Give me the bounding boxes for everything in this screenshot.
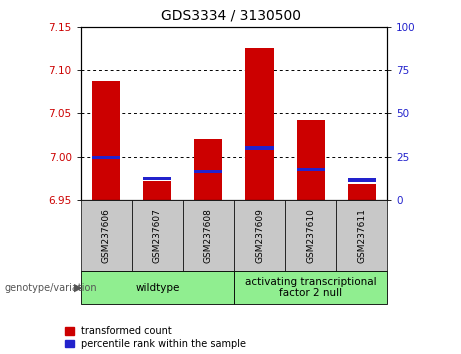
Bar	[348, 184, 376, 200]
Text: genotype/variation: genotype/variation	[5, 282, 97, 293]
Bar	[132, 200, 183, 271]
Bar	[92, 81, 120, 200]
Bar	[336, 200, 387, 271]
Text: GSM237609: GSM237609	[255, 208, 264, 263]
Text: GSM237611: GSM237611	[357, 208, 366, 263]
Text: activating transcriptional
factor 2 null: activating transcriptional factor 2 null	[245, 277, 377, 298]
Bar	[92, 156, 120, 159]
Bar	[234, 271, 387, 304]
Bar	[245, 146, 273, 150]
Text: GSM237610: GSM237610	[306, 208, 315, 263]
Bar	[183, 200, 234, 271]
Bar	[296, 168, 325, 171]
Bar	[195, 139, 223, 200]
Text: GSM237606: GSM237606	[102, 208, 111, 263]
Text: ▶: ▶	[74, 282, 82, 293]
Text: GDS3334 / 3130500: GDS3334 / 3130500	[160, 9, 301, 23]
Bar	[296, 120, 325, 200]
Text: GSM237607: GSM237607	[153, 208, 162, 263]
Bar	[143, 181, 171, 200]
Bar	[285, 200, 336, 271]
Bar	[245, 48, 273, 200]
Bar	[81, 271, 234, 304]
Text: wildtype: wildtype	[135, 282, 179, 293]
Bar	[143, 177, 171, 180]
Bar	[348, 178, 376, 182]
Bar	[234, 200, 285, 271]
Text: GSM237608: GSM237608	[204, 208, 213, 263]
Bar	[195, 170, 223, 173]
Bar	[81, 200, 132, 271]
Legend: transformed count, percentile rank within the sample: transformed count, percentile rank withi…	[65, 326, 246, 349]
